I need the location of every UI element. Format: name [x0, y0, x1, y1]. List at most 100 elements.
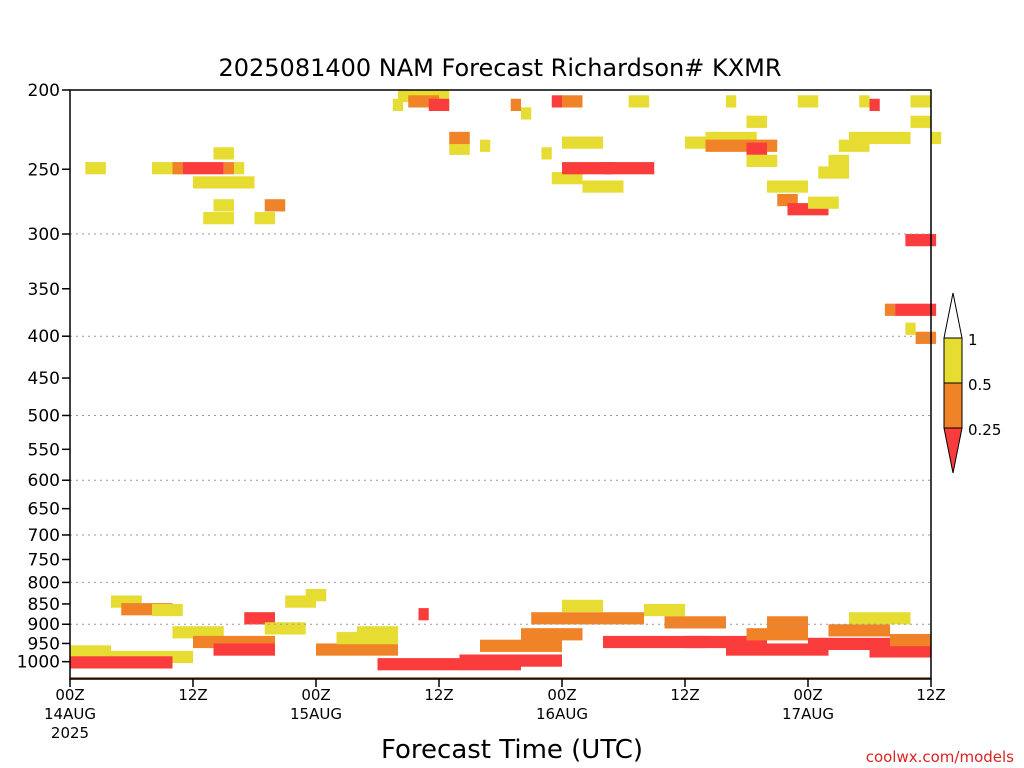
x-tick-label-5: 12Z — [670, 686, 699, 704]
ri-low-cell-30 — [767, 616, 808, 629]
y-tick-label-700: 700 — [28, 526, 60, 546]
ri-low-cell-33 — [849, 612, 911, 625]
ri-low-cell-24 — [603, 635, 706, 649]
ri-low-cell-18 — [459, 654, 562, 667]
x-axis-label: Forecast Time (UTC) — [381, 735, 643, 765]
y-axis: 200 250 300 350 400 450 500 550 600 650 700 750 8008… — [17, 81, 70, 673]
ri-cell-37 — [767, 180, 808, 193]
colorbar-top-arrow — [943, 292, 963, 339]
y-tick-label-450: 450 — [28, 369, 60, 389]
y-tick-label-300: 300 — [28, 225, 60, 245]
ri-cell-29 — [628, 95, 650, 108]
ri-cell-36 — [746, 154, 778, 167]
y-tick-label-350: 350 — [28, 280, 60, 300]
x-tick-label-7: 12Z — [916, 686, 945, 704]
ri-cell-50 — [910, 115, 931, 128]
x-date-label-0: 14AUG — [44, 705, 96, 723]
ri-cell-4 — [223, 162, 234, 175]
ri-cell-51 — [931, 131, 942, 145]
ri-low-cell-8 — [213, 643, 275, 656]
ri-cell-45 — [849, 131, 890, 145]
ri-cell-11 — [264, 199, 286, 212]
y-tick-label-650: 650 — [28, 500, 60, 520]
ri-low-cell-19 — [480, 639, 562, 652]
ri-cell-25 — [551, 172, 583, 185]
colorbar-seg-1 — [943, 337, 963, 384]
colorbar-seg-2 — [943, 382, 963, 429]
colorbar: 1 0.5 0.25 — [943, 292, 1001, 474]
ri-low-cell-35 — [890, 633, 931, 647]
ri-cell-30 — [685, 136, 706, 149]
ri-cell-26 — [562, 162, 614, 175]
ri-low-cell-28 — [726, 643, 829, 656]
y-tick-label-200: 200 — [28, 81, 60, 101]
ri-cell-42 — [818, 166, 849, 179]
y-tick-label-900: 900 — [28, 615, 60, 635]
ri-low-cell-20 — [521, 628, 583, 641]
ri-cell-55 — [905, 322, 916, 335]
ri-cell-28 — [582, 180, 624, 193]
ri-cell-53 — [884, 303, 896, 316]
ri-low-cell-25 — [644, 603, 685, 617]
ri-cell-5 — [234, 162, 245, 175]
ri-low-cell-34 — [869, 645, 931, 658]
grid-layer — [70, 233, 931, 625]
ri-low-cell-22 — [562, 599, 603, 612]
ri-low-cell-32 — [828, 624, 890, 637]
y-tick-label-950: 950 — [28, 634, 60, 654]
ri-low-cell-15 — [357, 626, 398, 639]
ri-low-cell-2 — [70, 656, 173, 669]
ri-cell-8 — [203, 212, 234, 225]
ri-cell-33 — [746, 142, 767, 155]
ri-cell-2 — [172, 162, 183, 175]
ri-low-cell-6 — [172, 626, 224, 639]
ri-cell-21 — [541, 147, 552, 160]
ri-cell-3 — [182, 162, 224, 175]
colorbar-bottom-arrow — [943, 427, 963, 474]
ri-cell-27 — [603, 162, 655, 175]
ri-low-cell-12 — [305, 589, 327, 602]
chart-title: 2025081400 NAM Forecast Richardson# KXMR — [218, 54, 781, 82]
x-year-label-0: 2025 — [51, 724, 89, 742]
plot-frame — [69, 89, 932, 680]
x-tick-label-1: 12Z — [178, 686, 207, 704]
ri-low-cell-16 — [418, 608, 429, 621]
ground-strip — [70, 677, 931, 679]
ri-cell-6 — [193, 176, 255, 189]
ri-low-cell-29 — [746, 628, 808, 641]
ri-cell-10 — [254, 212, 275, 225]
x-tick-label-0: 00Z — [55, 686, 84, 704]
colorbar-label-2: 0.25 — [968, 421, 1001, 439]
ri-cell-49 — [910, 95, 931, 108]
ri-cell-7 — [213, 199, 234, 212]
ri-cell-18 — [480, 139, 491, 152]
ri-cell-20 — [521, 107, 532, 120]
ri-cell-40 — [808, 196, 839, 209]
ri-cell-56 — [915, 331, 937, 344]
cells-layer — [70, 90, 942, 679]
ri-cell-9 — [213, 147, 234, 160]
y-tick-label-250: 250 — [28, 160, 60, 180]
ri-cell-24 — [562, 136, 603, 149]
ri-cell-43 — [828, 154, 849, 167]
ri-cell-41 — [797, 95, 819, 108]
ri-cell-19 — [510, 98, 521, 111]
y-tick-label-550: 550 — [28, 440, 60, 460]
colorbar-label-1: 0.5 — [968, 376, 992, 394]
x-tick-label-6: 00Z — [793, 686, 822, 704]
ri-low-cell-5 — [152, 603, 183, 617]
ri-cell-17 — [449, 131, 470, 145]
y-tick-label-750: 750 — [28, 550, 60, 570]
ri-cell-52 — [905, 234, 937, 247]
ri-cell-48 — [890, 131, 911, 145]
credit-text: coolwx.com/models — [866, 748, 1014, 766]
ri-cell-15 — [428, 98, 450, 111]
x-date-label-4: 16AUG — [536, 705, 588, 723]
y-tick-label-400: 400 — [28, 327, 60, 347]
ri-cell-22 — [551, 95, 562, 108]
x-tick-label-3: 12Z — [424, 686, 453, 704]
y-tick-label-850: 850 — [28, 595, 60, 615]
x-date-label-2: 15AUG — [290, 705, 342, 723]
